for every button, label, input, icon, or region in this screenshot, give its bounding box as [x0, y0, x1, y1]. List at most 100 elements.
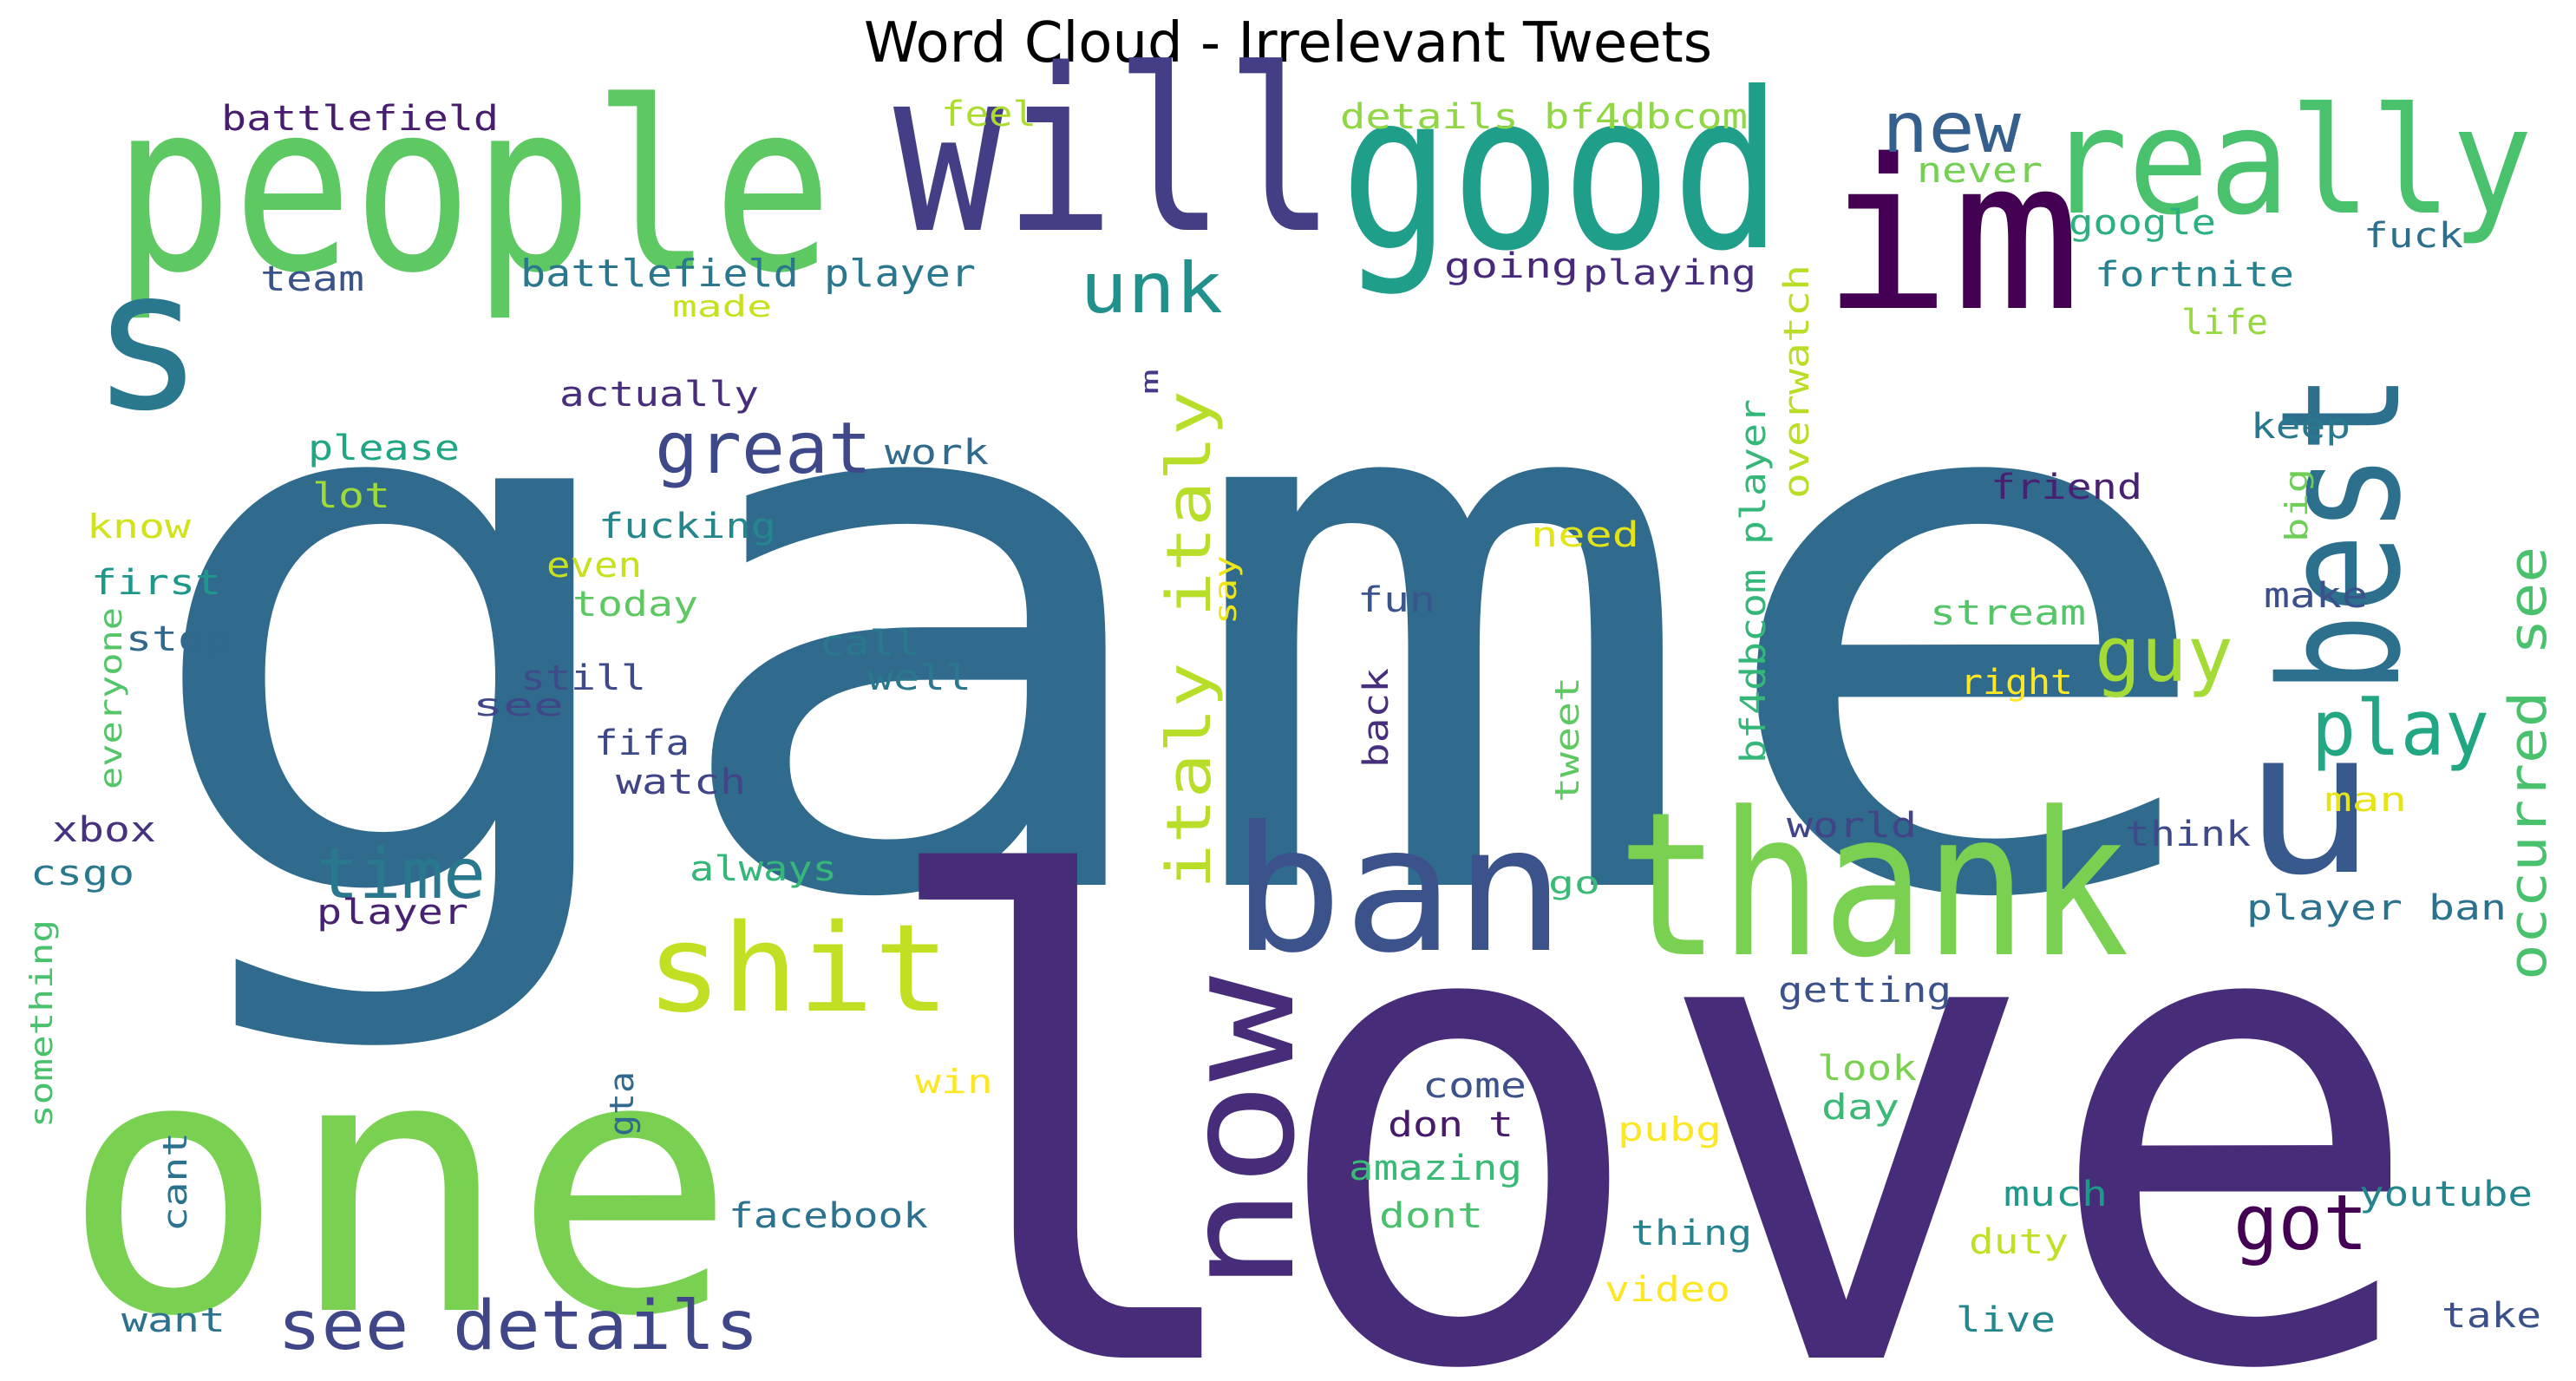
word-pubg: pubg — [1618, 1110, 1722, 1149]
word-amazing: amazing — [1349, 1149, 1522, 1188]
word-everyone: everyone — [94, 607, 129, 789]
word-come: come — [1422, 1066, 1527, 1106]
word-new: new — [1882, 88, 2022, 168]
word-people: people — [113, 51, 833, 324]
word-google: google — [2069, 203, 2216, 243]
word-getting: getting — [1778, 971, 1952, 1011]
word-bf4dbcom-player: bf4dbcom player — [1734, 399, 1774, 763]
word-player: player — [317, 893, 468, 933]
word-feel: feel — [941, 95, 1036, 134]
word-watch: watch — [616, 762, 746, 802]
word-look: look — [1817, 1049, 1917, 1089]
word-live: live — [1956, 1300, 2056, 1340]
word-even: even — [546, 546, 642, 586]
word-want: want — [121, 1301, 226, 1339]
word-cant: cant — [156, 1132, 194, 1232]
word-much: much — [2004, 1175, 2108, 1214]
word-first: first — [91, 563, 221, 603]
word-never: never — [1917, 151, 2043, 191]
word-go: go — [1548, 866, 1600, 901]
word-dont: dont — [1379, 1196, 1483, 1236]
word-friend: friend — [1991, 468, 2142, 507]
word-tweet: tweet — [1548, 677, 1586, 802]
word-know: know — [87, 507, 191, 546]
word-today: today — [572, 585, 698, 625]
word-call: call — [820, 624, 919, 664]
word-one: one — [61, 979, 737, 1381]
word-fifa: fifa — [594, 723, 690, 763]
word-think: think — [2125, 815, 2251, 854]
word-play: play — [2311, 684, 2489, 773]
word-s: s — [91, 227, 204, 455]
word-l: l — [867, 747, 1265, 1381]
word-playing: playing — [1583, 253, 1756, 293]
page-title: Word Cloud - Irrelevant Tweets — [863, 11, 1713, 75]
word-thank: thank — [1618, 770, 2129, 1002]
word-man: man — [2324, 781, 2407, 819]
word-game: game — [130, 193, 2229, 1061]
word-unk: unk — [1080, 248, 1223, 329]
word-world: world — [1787, 806, 1917, 846]
word-see: see — [473, 688, 564, 723]
word-good: good — [1340, 46, 1782, 298]
word-back: back — [1357, 668, 1396, 768]
word-still: still — [520, 658, 646, 698]
word-right: right — [1960, 663, 2073, 703]
word-love: love — [876, 747, 2429, 1381]
word-shit: shit — [646, 899, 950, 1040]
word-stop: stop — [126, 619, 230, 659]
word-say: say — [1208, 555, 1244, 625]
word-will: will — [893, 22, 1336, 284]
word-fun: fun — [1357, 580, 1435, 620]
word-xbox: xbox — [52, 810, 156, 850]
word-time: time — [317, 834, 486, 914]
word-work: work — [885, 433, 989, 473]
word-m: m — [1135, 369, 1164, 395]
word-im: im — [1821, 115, 2082, 357]
word-now: now — [1153, 975, 1329, 1293]
word-life: life — [2181, 303, 2268, 343]
word-overwatch: overwatch — [1777, 265, 1817, 499]
word-gta: gta — [603, 1071, 641, 1136]
word-make: make — [2264, 576, 2368, 616]
word-italy-italy: italy italy — [1154, 390, 1225, 889]
word-need: need — [1531, 515, 1639, 555]
word-always: always — [690, 849, 837, 889]
word-fucking: fucking — [598, 507, 776, 547]
word-made: made — [672, 290, 772, 324]
word-don-t: don t — [1388, 1105, 1514, 1145]
word-facebook: facebook — [729, 1196, 928, 1236]
word-great: great — [655, 408, 872, 490]
word-fuck: fuck — [2364, 216, 2463, 256]
word-see-details: see details — [278, 1287, 759, 1365]
word-really: really — [2047, 76, 2533, 248]
word-fortnite: fortnite — [2095, 255, 2294, 295]
word-details-bf4dbcom: details bf4dbcom — [1340, 97, 1748, 137]
word-guy: guy — [2095, 610, 2233, 699]
word-youtube: youtube — [2359, 1175, 2533, 1214]
word-got: got — [2233, 1178, 2368, 1267]
word-take: take — [2442, 1296, 2541, 1336]
word-lot: lot — [312, 476, 390, 516]
word-win: win — [915, 1063, 993, 1101]
word-actually: actually — [559, 375, 759, 415]
word-day: day — [1821, 1088, 1899, 1128]
word-team: team — [260, 259, 364, 299]
word-player-ban: player ban — [2246, 888, 2507, 928]
word-battlefield-player: battlefield player — [520, 252, 976, 296]
word-please: please — [308, 429, 460, 468]
word-best: best — [2246, 373, 2437, 694]
word-something: something — [24, 920, 60, 1128]
word-u: u — [2242, 688, 2377, 920]
word-keep: keep — [2251, 407, 2350, 447]
word-thing: thing — [1631, 1214, 1752, 1253]
word-duty: duty — [1969, 1222, 2069, 1262]
word-video: video — [1605, 1270, 1730, 1310]
word-well: well — [867, 658, 971, 698]
word-going: going — [1444, 246, 1579, 286]
word-battlefield: battlefield — [221, 99, 499, 139]
word-csgo: csgo — [30, 854, 134, 893]
word-occurred-see: occurred see — [2498, 547, 2559, 980]
word-big: big — [2279, 468, 2315, 542]
